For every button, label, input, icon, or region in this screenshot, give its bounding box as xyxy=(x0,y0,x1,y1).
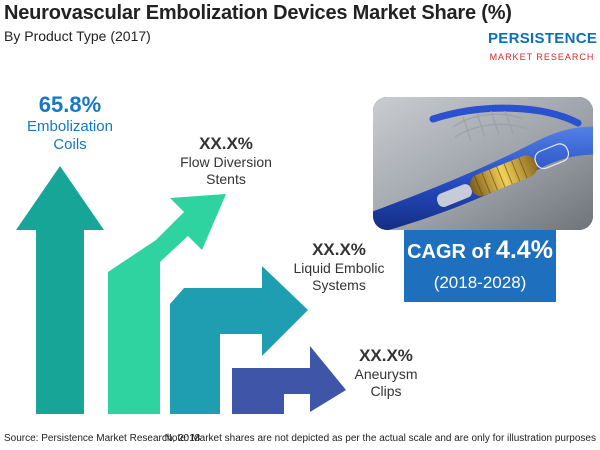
arrow-liquid-embolic-systems xyxy=(170,266,308,414)
arrow-embolization-coils xyxy=(16,166,104,414)
arrow-flow-diversion-stents xyxy=(108,194,226,414)
label-flow-diversion-stents: XX.X% Flow Diversion Stents xyxy=(168,134,284,188)
arrow-bars xyxy=(16,166,346,414)
cagr-value: 4.4% xyxy=(495,236,553,264)
chart-title: Neurovascular Embolization Devices Marke… xyxy=(4,2,512,24)
chart-subtitle: By Product Type (2017) xyxy=(4,28,151,44)
persistence-logo: PERSISTENCE MARKET RESEARCH xyxy=(488,26,598,76)
category-label: Liquid Embolic xyxy=(293,260,385,276)
logo-sub-text: MARKET RESEARCH xyxy=(489,52,595,62)
value-label: XX.X% xyxy=(199,134,253,153)
cagr-prefix: CAGR of xyxy=(407,241,496,263)
value-label: 65.8% xyxy=(38,92,102,117)
category-label: Flow Diversion xyxy=(180,154,272,170)
cagr-text: CAGR of 4.4% xyxy=(404,236,556,265)
category-label: Embolization xyxy=(27,118,113,135)
logo-main-text: PERSISTENCE xyxy=(488,30,598,47)
label-aneurysm-clips: XX.X% Aneurysm Clips xyxy=(336,346,436,400)
stent-device-image xyxy=(373,97,593,230)
label-liquid-embolic-systems: XX.X% Liquid Embolic Systems xyxy=(277,240,401,294)
value-label: XX.X% xyxy=(312,240,366,259)
label-embolization-coils: 65.8% Embolization Coils xyxy=(20,92,120,154)
category-label: Coils xyxy=(53,136,87,153)
value-label: XX.X% xyxy=(359,346,413,365)
category-label: Aneurysm xyxy=(354,366,418,382)
arrow-aneurysm-clips xyxy=(232,346,346,414)
cagr-period: (2018-2028) xyxy=(433,273,527,292)
category-label: Clips xyxy=(370,382,402,399)
category-label: Systems xyxy=(312,276,366,293)
source-note: Source: Persistence Market Research, 201… xyxy=(4,433,201,444)
disclaimer-note: Note: Market shares are not depicted as … xyxy=(164,433,596,444)
category-label: Stents xyxy=(206,170,246,187)
cagr-callout: CAGR of 4.4% (2018-2028) xyxy=(404,230,556,302)
